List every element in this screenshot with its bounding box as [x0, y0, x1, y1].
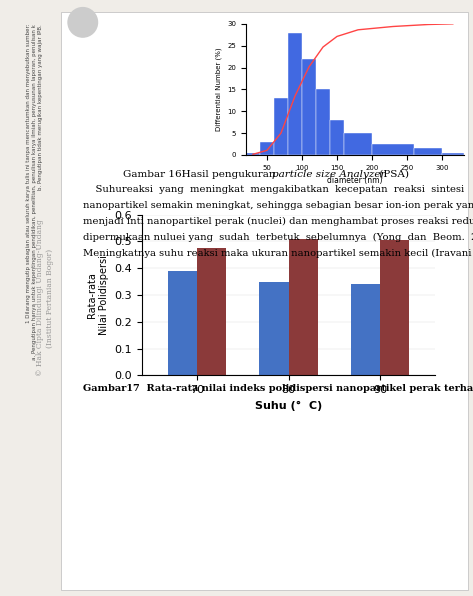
Bar — [414, 148, 442, 155]
X-axis label: diameter (nm): diameter (nm) — [327, 176, 383, 185]
Text: dipermukaan nuluei yang  sudah  terbetuk  sebelumnya  (Yong  dan  Beom.  2009): dipermukaan nuluei yang sudah terbetuk s… — [83, 233, 473, 242]
Circle shape — [68, 8, 97, 37]
Bar — [372, 144, 414, 155]
Bar — [197, 248, 226, 375]
Bar — [259, 282, 289, 375]
Bar — [167, 271, 197, 375]
Y-axis label: Differential Number (%): Differential Number (%) — [215, 48, 222, 131]
Bar — [344, 133, 372, 155]
Bar — [289, 238, 318, 375]
Text: particle size Analyzer: particle size Analyzer — [272, 170, 385, 179]
Bar — [274, 98, 288, 155]
Text: Gambar 16Hasil pengukuran: Gambar 16Hasil pengukuran — [123, 170, 279, 179]
Bar — [260, 142, 274, 155]
Bar — [380, 240, 410, 375]
Text: Meningkatnya suhu reaksi maka ukuran nanopartikel semakin kecil (Iravani  2011).: Meningkatnya suhu reaksi maka ukuran nan… — [83, 249, 473, 258]
Y-axis label: Rata-rata
Nilai Polidispersi: Rata-rata Nilai Polidispersi — [88, 255, 109, 335]
Bar — [288, 33, 302, 155]
Bar — [316, 89, 330, 155]
Text: (PSA): (PSA) — [376, 170, 409, 179]
Text: b. Pengutipan tidak merugikan kepentingan yang wajar IPB.: b. Pengutipan tidak merugikan kepentinga… — [38, 24, 44, 190]
Text: Suhureaksi  yang  meningkat  mengakibatkan  kecepatan  reaksi  sintesi: Suhureaksi yang meningkat mengakibatkan … — [83, 185, 464, 194]
Bar — [246, 153, 260, 155]
Text: 1 Dilarang mengutip sebagian atau seluruh karya tulis ini tanpa mencantumkan dan: 1 Dilarang mengutip sebagian atau seluru… — [26, 24, 31, 324]
X-axis label: Suhu (°  C): Suhu (° C) — [255, 401, 322, 411]
Bar — [330, 120, 344, 155]
Bar — [351, 284, 380, 375]
Text: Gambar17  Rata-rata nilai indeks polidispersi nanopartikel perak terhadapsuhu re: Gambar17 Rata-rata nilai indeks polidisp… — [83, 384, 473, 393]
Text: © Hak Cipta Dilindungi Undang-Undang
(Institut Pertanian Bogor): © Hak Cipta Dilindungi Undang-Undang (In… — [36, 219, 53, 377]
Text: menjadi inti nanopartikel perak (nuclei) dan menghambat proses reaksi reduksi la: menjadi inti nanopartikel perak (nuclei)… — [83, 217, 473, 226]
Text: a. Pengutipan hanya untuk kepentingan pendidikan, penelitian, penulisan karya il: a. Pengutipan hanya untuk kepentingan pe… — [32, 24, 37, 360]
Bar — [302, 59, 316, 155]
Text: nanopartikel semakin meningkat, sehingga sebagian besar ion-ion perak yang terbe: nanopartikel semakin meningkat, sehingga… — [83, 201, 473, 210]
Bar — [442, 153, 464, 155]
